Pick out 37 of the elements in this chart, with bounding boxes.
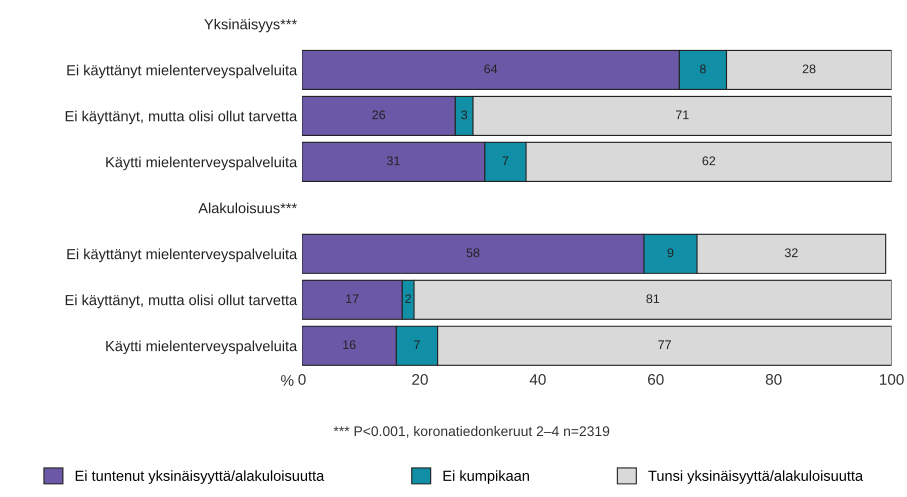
data-label: 64 <box>484 64 498 74</box>
data-label: 77 <box>658 340 671 350</box>
x-tick-label: 80 <box>766 374 782 385</box>
x-axis-title: % <box>281 375 294 386</box>
x-tick-label: 60 <box>648 374 664 385</box>
data-label: 7 <box>502 156 508 166</box>
x-tick-label: 40 <box>530 374 546 385</box>
data-label: 7 <box>414 340 420 350</box>
x-tick-label: 20 <box>412 374 428 385</box>
data-label: 2 <box>405 294 411 304</box>
y-tick-label: Ei käyttänyt mielenterveyspalveluita <box>67 248 298 262</box>
data-label: 16 <box>343 340 356 350</box>
y-tick-label: Ei käyttänyt, mutta olisi ollut tarvetta <box>66 110 298 124</box>
data-label: 28 <box>802 64 816 74</box>
y-tick-label: Käytti mielenterveyspalveluita <box>106 156 298 170</box>
y-tick-label: Alakuloisuus*** <box>198 202 297 214</box>
legend-label: Ei tuntenut yksinäisyyttä/alakuloisuutta <box>76 470 324 484</box>
data-label: 8 <box>700 64 706 74</box>
y-tick-label: Ei käyttänyt mielenterveyspalveluita <box>67 64 298 78</box>
y-tick-label: Ei käyttänyt, mutta olisi ollut tarvetta <box>66 294 298 308</box>
data-label: 71 <box>676 110 689 120</box>
x-tick-label: 0 <box>298 374 306 385</box>
x-tick-label: 100 <box>880 374 904 385</box>
data-label: 31 <box>386 156 400 166</box>
y-tick-label: Käytti mielenterveyspalveluita <box>106 340 298 354</box>
data-label: 58 <box>466 248 480 258</box>
legend-label: Ei kumpikaan <box>444 470 529 484</box>
data-label: 26 <box>372 110 386 120</box>
data-label: 62 <box>702 156 716 166</box>
data-label: 17 <box>346 294 358 304</box>
y-tick-label: Yksinäisyys*** <box>204 18 297 32</box>
data-label: 9 <box>668 248 674 258</box>
legend-label: Tunsi yksinäisyyttä/alakuloisuutta <box>648 470 864 484</box>
data-label: 81 <box>646 294 660 304</box>
data-label: 32 <box>784 248 798 258</box>
text: *** P<0.001, koronatiedonkeruut 2–4 n=2319 <box>334 426 610 438</box>
data-label: 3 <box>461 110 468 120</box>
